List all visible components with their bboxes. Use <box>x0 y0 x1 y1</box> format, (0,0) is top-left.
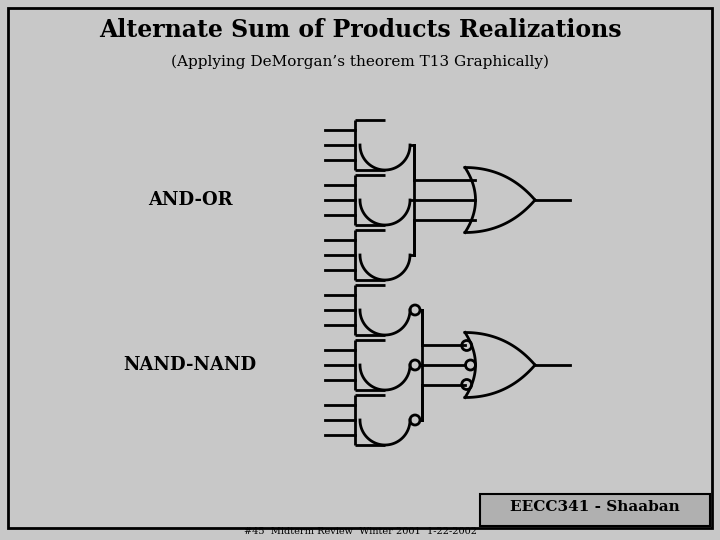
Text: (Applying DeMorgan’s theorem T13 Graphically): (Applying DeMorgan’s theorem T13 Graphic… <box>171 55 549 69</box>
Bar <box>480 494 710 526</box>
Text: AND-OR: AND-OR <box>148 191 233 209</box>
Text: NAND-NAND: NAND-NAND <box>123 356 256 374</box>
Text: EECC341 - Shaaban: EECC341 - Shaaban <box>510 500 680 514</box>
Text: #45  Midterm Review  Winter 2001  1-22-2002: #45 Midterm Review Winter 2001 1-22-2002 <box>243 528 477 537</box>
Text: Alternate Sum of Products Realizations: Alternate Sum of Products Realizations <box>99 18 621 42</box>
